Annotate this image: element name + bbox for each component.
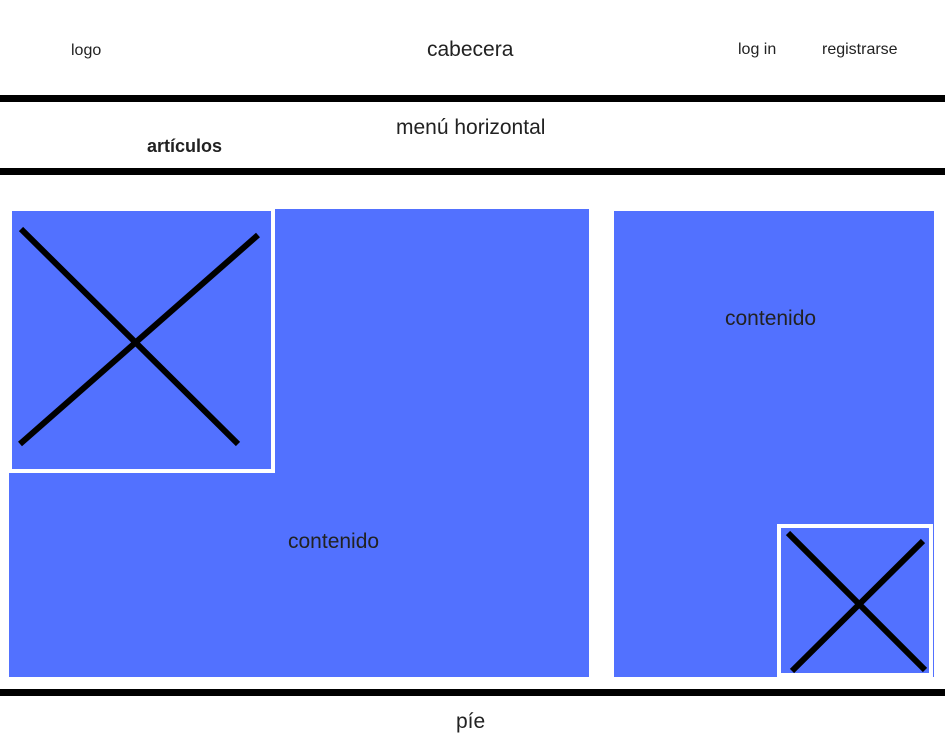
page-title: cabecera (427, 38, 514, 61)
image-placeholder (8, 207, 275, 473)
footer-divider (0, 689, 945, 696)
image-placeholder-icon (785, 530, 928, 674)
menu-title: menú horizontal (396, 116, 546, 139)
image-placeholder (777, 524, 933, 677)
register-link[interactable]: registrarse (822, 41, 898, 58)
logo: logo (71, 42, 102, 59)
main-content-label: contenido (288, 530, 380, 553)
footer-label: píe (456, 710, 486, 733)
header-divider (0, 95, 945, 102)
login-link[interactable]: log in (738, 41, 777, 58)
menu-item-articles[interactable]: artículos (147, 136, 223, 156)
side-content-label: contenido (725, 307, 817, 330)
image-placeholder-icon (18, 226, 260, 447)
menu-divider (0, 168, 945, 175)
